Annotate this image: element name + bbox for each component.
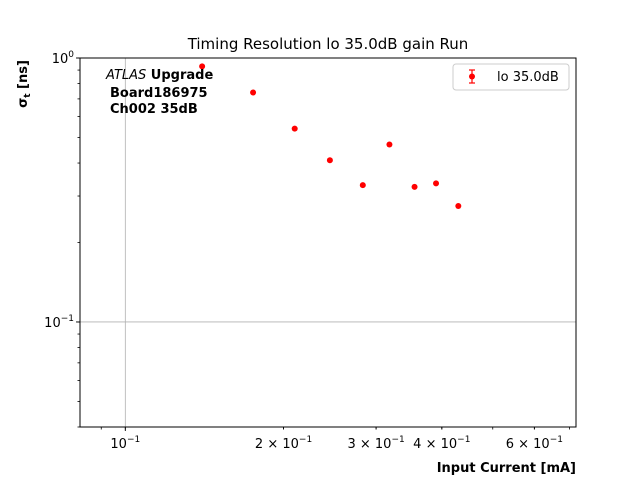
atlas-annotation: ATLAS Upgrade Board186975 Ch002 35dB: [105, 68, 213, 117]
x-tick-label-1: 2 × 10−1: [255, 435, 312, 452]
data-point-0-8: [455, 202, 462, 209]
annotation-atlas: ATLAS: [105, 68, 146, 83]
data-point-0-0: [199, 63, 206, 70]
data-point-0-2: [291, 125, 298, 132]
legend-entry-label: lo 35.0dB: [497, 70, 559, 85]
data-point-0-3: [326, 157, 333, 164]
plot-frame: [79, 57, 577, 428]
y-axis-label-unit: [ns]: [16, 60, 31, 93]
annotation-board: Board186975: [110, 86, 208, 101]
annotation-line1: ATLAS Upgrade: [105, 68, 213, 83]
y-tick-label-0: 10−1: [44, 314, 74, 331]
y-axis-label: σt [ns]: [16, 60, 33, 108]
x-axis-label: Input Current [mA]: [437, 461, 576, 476]
data-point-0-7: [433, 180, 440, 187]
y-tick-label-1: 100: [52, 50, 75, 67]
x-tick-label-3: 4 × 10−1: [413, 435, 470, 452]
annotation-upgrade: Upgrade: [146, 68, 213, 83]
chart-title: Timing Resolution lo 35.0dB gain Run: [187, 35, 469, 53]
data-point-0-4: [359, 182, 366, 189]
data-point-0-5: [386, 141, 393, 148]
legend-box: [452, 63, 570, 91]
marker-layer: [199, 63, 462, 209]
legend-marker: [469, 73, 475, 80]
x-tick-label-0: 10−1: [110, 435, 140, 452]
legend: lo 35.0dB: [452, 63, 570, 91]
annotation-channel: Ch002 35dB: [110, 102, 198, 117]
y-axis-label-main: σ: [16, 98, 31, 108]
x-tick-label-2: 3 × 10−1: [347, 435, 404, 452]
y-axis-label-sub: t: [23, 93, 33, 98]
x-tick-label-4: 6 × 10−1: [506, 435, 563, 452]
data-point-0-1: [250, 89, 257, 96]
data-point-0-6: [411, 183, 418, 190]
